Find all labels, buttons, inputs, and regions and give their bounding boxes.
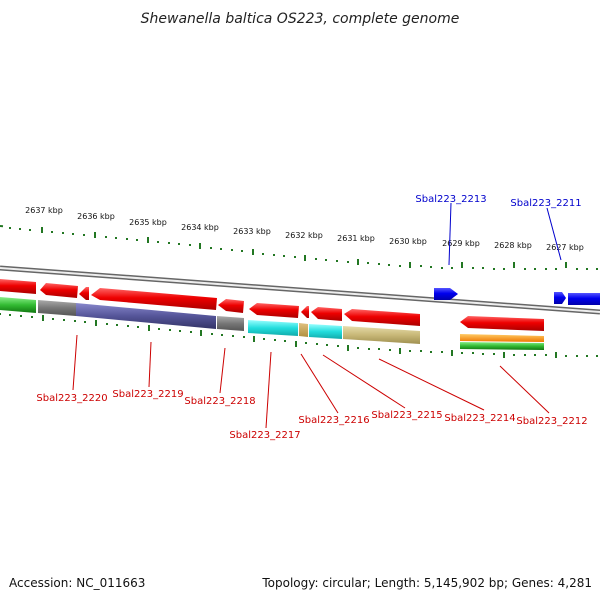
tick-label: 2632 kbp [285,231,323,240]
cog-category-bands [0,297,544,350]
gene-sbal223-2215[interactable] [311,307,342,321]
gene-reverse-1[interactable] [0,279,36,294]
tick-label: 2633 kbp [233,227,271,236]
gene-sbal223-2217[interactable] [249,303,299,318]
tick-label: 2628 kbp [494,241,532,250]
gene-label-sbal223-2212[interactable]: Sbal223_2212 [516,416,587,427]
reverse-gene-labels: Sbal223_2220 Sbal223_2219 Sbal223_2218 S… [36,389,587,441]
tick-label: 2630 kbp [389,237,427,246]
gene-label-sbal223-2213[interactable]: Sbal223_2213 [415,194,486,205]
gene-reverse-2[interactable] [40,283,78,298]
forward-gene-labels: Sbal223_2213 Sbal223_2211 [415,194,581,209]
tick-label: 2637 kbp [25,206,63,215]
gene-reverse-3[interactable] [79,287,89,300]
cog-band-green-2 [460,342,544,350]
tick-label: 2636 kbp [77,212,115,221]
map-title: Shewanella baltica OS223, complete genom… [141,11,460,27]
gene-sbal223-2218[interactable] [218,299,244,313]
cog-band-cyan-2 [309,324,342,339]
gene-sbal223-2216[interactable] [301,306,309,318]
genome-backbone-highlight [0,267,600,313]
tick-label: 2635 kbp [129,218,167,227]
ruler-ticks-lower [0,313,598,358]
cog-band-khaki [343,326,420,344]
gene-sbal223-2212[interactable] [460,316,544,331]
tick-label: 2627 kbp [546,243,584,252]
accession-text: Accession: NC_011663 [9,576,145,590]
cog-band-tan [299,323,308,337]
cog-band-green [0,297,36,313]
forward-strand-genes [434,288,600,305]
tick-label: 2634 kbp [181,223,219,232]
gene-sbal223-2219[interactable] [91,288,217,310]
gene-label-sbal223-2220[interactable]: Sbal223_2220 [36,393,107,404]
gene-label-sbal223-2215[interactable]: Sbal223_2215 [371,410,442,421]
cog-band-gray-2 [217,316,244,331]
reverse-strand-genes [0,279,544,331]
gene-label-sbal223-2211[interactable]: Sbal223_2211 [510,198,581,209]
tick-label: 2631 kbp [337,234,375,243]
gene-sbal223-2214[interactable] [344,309,420,326]
gene-label-sbal223-2216[interactable]: Sbal223_2216 [298,415,369,426]
cog-band-cyan-1 [248,320,298,336]
forward-label-leaders [448,202,562,266]
cog-band-gray-1 [38,300,76,316]
ruler-tick-labels: 2637 kbp 2636 kbp 2635 kbp 2634 kbp 2633… [25,206,584,252]
gene-sbal223-2211-a[interactable] [554,292,566,304]
gene-sbal223-2213[interactable] [434,288,458,300]
ruler-ticks-upper [0,225,598,270]
reverse-label-leaders [72,334,550,429]
cog-band-orange [460,334,544,342]
cog-band-purple [76,303,216,329]
gene-label-sbal223-2219[interactable]: Sbal223_2219 [112,389,183,400]
gene-label-sbal223-2218[interactable]: Sbal223_2218 [184,396,255,407]
gene-label-sbal223-2214[interactable]: Sbal223_2214 [444,413,515,424]
gene-sbal223-2211-b[interactable] [568,293,600,305]
genome-summary-text: Topology: circular; Length: 5,145,902 bp… [261,576,592,590]
gene-label-sbal223-2217[interactable]: Sbal223_2217 [229,430,300,441]
tick-label: 2629 kbp [442,239,480,248]
